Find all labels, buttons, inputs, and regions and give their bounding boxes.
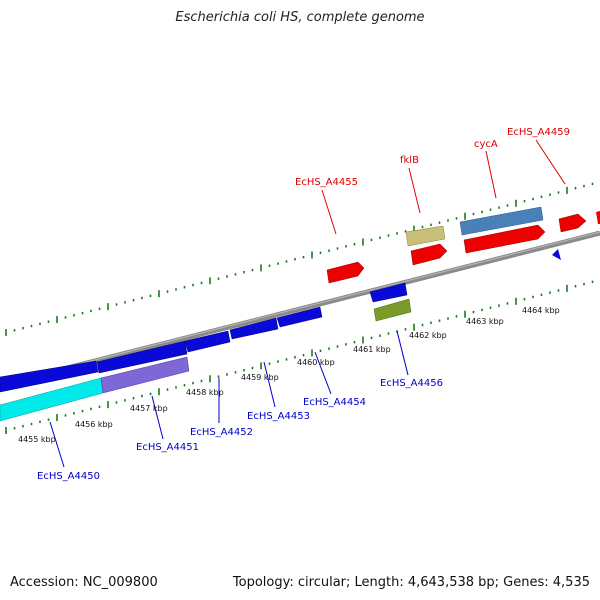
label-leader-line: [151, 395, 164, 440]
gene-ecHS-a4456-track[interactable]: [373, 298, 412, 322]
gene-ecHS-a4451-track[interactable]: [100, 356, 190, 394]
upper-scale: [5, 182, 594, 336]
tick-label: 4459 kbp: [241, 373, 279, 382]
gene-label[interactable]: EcHS_A4459: [507, 127, 570, 138]
gene-label[interactable]: EcHS_A4455: [295, 177, 358, 188]
tick-label: 4463 kbp: [466, 317, 504, 326]
accession-text: Accession: NC_009800: [10, 575, 158, 590]
gene-label[interactable]: EcHS_A4453: [247, 411, 310, 422]
genome-summary-text: Topology: circular; Length: 4,643,538 bp…: [232, 575, 590, 590]
gene-label[interactable]: EcHS_A4451: [136, 442, 199, 453]
genome-backbone-highlight: [0, 231, 600, 385]
gene-label[interactable]: EcHS_A4454: [303, 397, 366, 408]
tick-label: 4461 kbp: [353, 345, 391, 354]
label-leader-line: [321, 189, 337, 235]
tick-label: 4460 kbp: [297, 358, 335, 367]
gene-ecHS-a4450[interactable]: [0, 360, 99, 393]
gene-label[interactable]: EcHS_A4456: [380, 378, 443, 389]
label-leader-line: [263, 361, 276, 408]
label-leader-line: [396, 330, 409, 376]
label-leader-line: [535, 139, 566, 185]
map-title: Escherichia coli HS, complete genome: [175, 10, 425, 25]
gene-label[interactable]: cycA: [474, 139, 498, 150]
label-leader-line: [49, 421, 65, 468]
lower-scale: [5, 280, 594, 434]
gene-ecHS-a4459[interactable]: [558, 213, 587, 233]
gene-fklB-track[interactable]: [405, 225, 446, 247]
gene-ecHS-a4454[interactable]: [276, 306, 323, 328]
gene-ecHS-a4452[interactable]: [184, 330, 231, 353]
gene-label[interactable]: fklB: [400, 155, 419, 166]
tick-label: 4464 kbp: [522, 306, 560, 315]
tick-label: 4462 kbp: [409, 331, 447, 340]
gene-ecHS-a4453[interactable]: [229, 317, 279, 340]
gene-label[interactable]: EcHS_A4452: [190, 427, 253, 438]
gene-ecHS-a4456[interactable]: [369, 282, 408, 303]
gene-small-reverse[interactable]: [552, 249, 561, 260]
label-leader-line: [408, 167, 421, 214]
gene-cycA[interactable]: [463, 224, 546, 254]
genome-backbone: [0, 230, 600, 388]
gene-fklB[interactable]: [410, 243, 448, 266]
tick-labels: 4455 kbp 4456 kbp 4457 kbp 4458 kbp 4459 kbp…: [18, 306, 560, 444]
gene-ecHS-a4451[interactable]: [96, 340, 188, 374]
gene-labels: EcHS_A4455 fklB cycA EcHS_A4459 EcHS_A4450 Ec…: [37, 127, 570, 482]
tick-label: 4455 kbp: [18, 435, 56, 444]
tick-label: 4456 kbp: [75, 420, 113, 429]
gene-label[interactable]: EcHS_A4450: [37, 471, 100, 482]
gene-ecHS-a4455[interactable]: [326, 261, 365, 284]
label-leader-line: [314, 351, 332, 395]
gene-ecHS-a4460-partial[interactable]: [596, 211, 600, 224]
tick-label: 4457 kbp: [130, 404, 168, 413]
gene-cycA-track[interactable]: [459, 206, 544, 236]
tick-label: 4458 kbp: [186, 388, 224, 397]
label-leader-line: [485, 150, 497, 199]
